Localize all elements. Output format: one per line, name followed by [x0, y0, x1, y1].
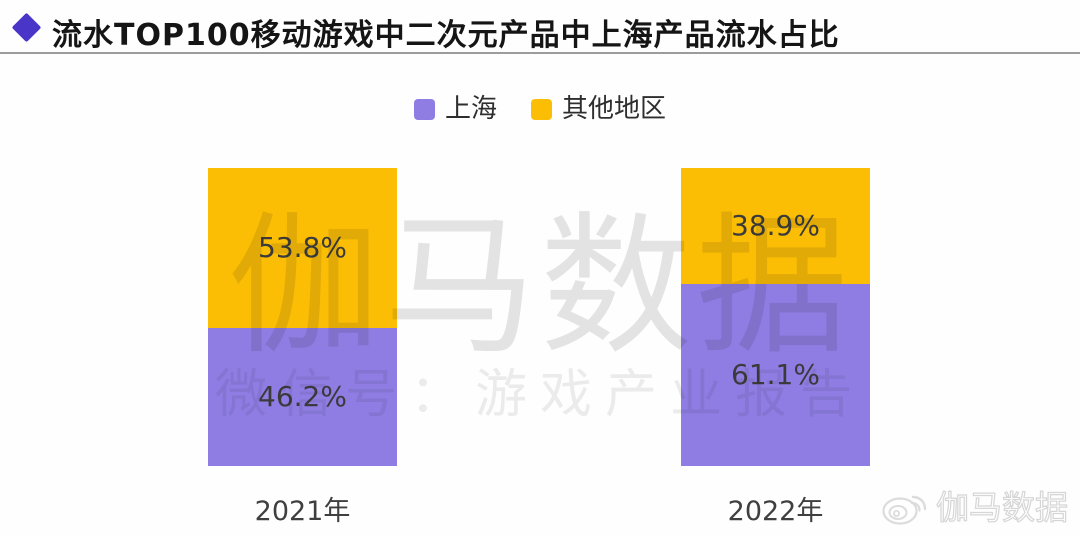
weibo-icon [880, 484, 930, 526]
legend-label: 其他地区 [562, 94, 667, 124]
bar-segment-上海: 46.2% [208, 328, 397, 466]
chart-legend: 上海 其他地区 [0, 96, 1080, 122]
legend-item-1: 其他地区 [531, 96, 666, 122]
corner-watermark: 伽马数据 [880, 481, 1069, 529]
bar-segment-其他地区: 38.9% [681, 168, 870, 284]
legend-item-0: 上海 [413, 94, 497, 124]
page-title: 流水TOP100移动游戏中二次元产品中上海产品流水占比 [52, 18, 840, 53]
stacked-bar-2022年: 38.9% 61.1% [681, 168, 870, 466]
segment-value-label: 38.9% [731, 208, 820, 242]
corner-brand-label: 伽马数据 [935, 487, 1068, 527]
legend-swatch-icon [531, 98, 552, 120]
bar-segment-其他地区: 53.8% [208, 168, 397, 329]
x-axis-label-2021年: 2021年 [254, 496, 351, 527]
diamond-bullet-icon [11, 12, 42, 43]
segment-value-label: 61.1% [731, 357, 820, 391]
x-axis-label-2022年: 2022年 [727, 496, 824, 527]
stacked-bar-2021年: 53.8% 46.2% [208, 168, 397, 466]
segment-value-label: 46.2% [258, 380, 347, 414]
title-divider [0, 52, 1080, 54]
legend-swatch-icon [413, 98, 435, 120]
segment-value-label: 53.8% [258, 231, 347, 265]
legend-label: 上海 [444, 94, 497, 124]
bar-segment-上海: 61.1% [681, 283, 870, 466]
